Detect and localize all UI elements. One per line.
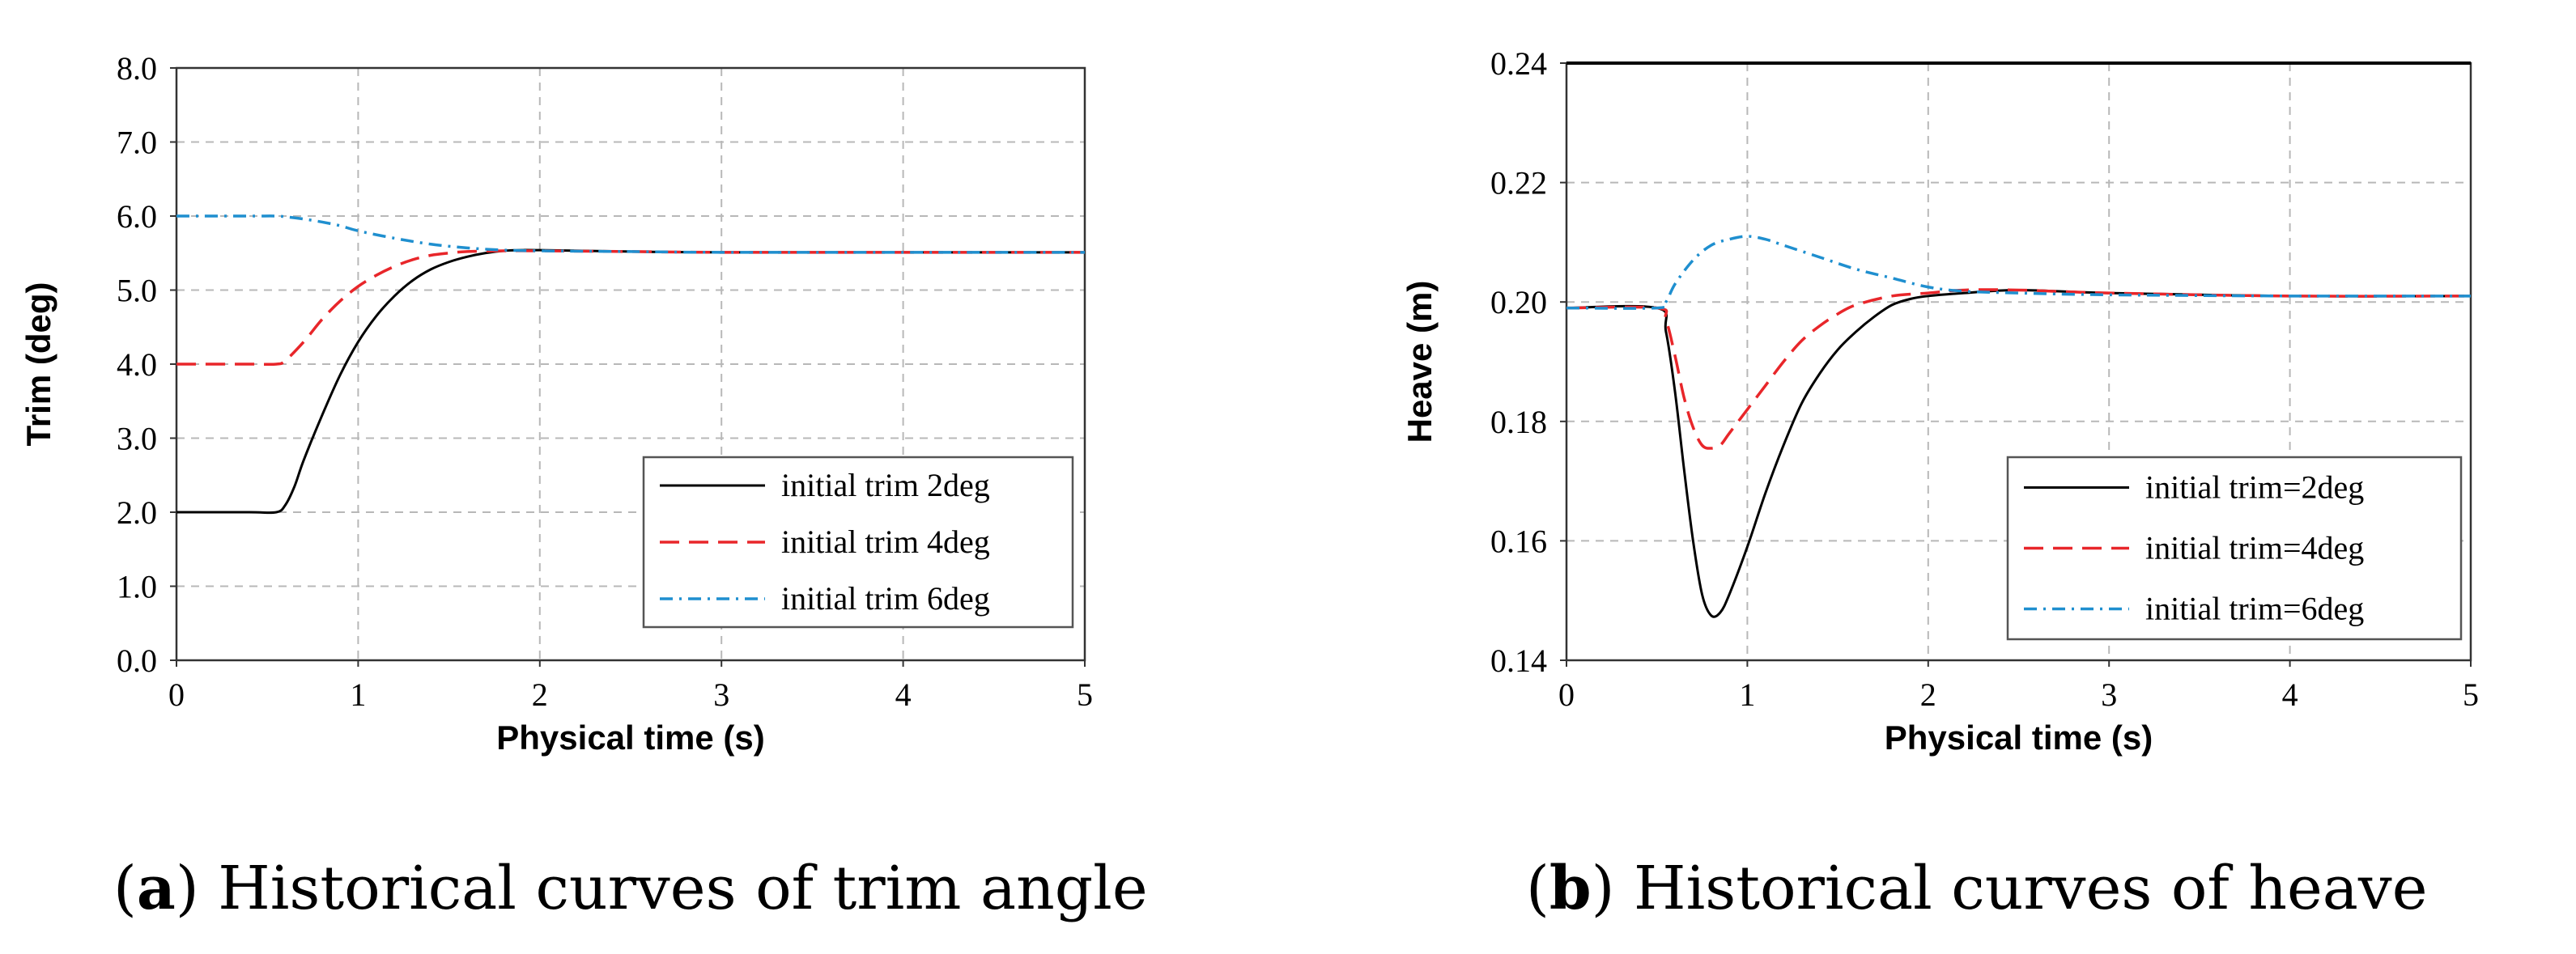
legend-label-1: initial trim 2deg	[781, 467, 990, 503]
x-tick-label: 1	[350, 676, 366, 713]
series-line-3	[176, 214, 1085, 254]
x-tick-label: 4	[895, 676, 912, 713]
caption-heave-text: Historical curves of heave	[1634, 854, 2428, 923]
x-tick-label: 1	[1739, 676, 1755, 713]
trim-chart: 0 1 2 3 4 5 0.0 1.0 2.0 3.0 4.0 5.0 6.0 7.0 8.0 Physica…	[19, 50, 1093, 757]
caption-trim: (a) Historical curves of trim angle	[113, 854, 1148, 923]
x-tick-label: 5	[1077, 676, 1093, 713]
y-axis-label: Heave (m)	[1401, 281, 1439, 443]
x-tick-label: 5	[2463, 676, 2479, 713]
legend-label-3: initial trim=6deg	[2145, 591, 2364, 627]
y-tick-label: 1.0	[117, 569, 157, 605]
y-tick-label: 8.0	[117, 50, 157, 87]
y-tick-label: 0.22	[1490, 165, 1547, 201]
y-tick-label: 6.0	[117, 198, 157, 235]
caption-heave: (b) Historical curves of heave	[1526, 854, 2428, 923]
series-line-2	[1566, 288, 2472, 450]
x-tick-label: 2	[532, 676, 548, 713]
caption-trim-label: a	[136, 854, 176, 923]
x-tick-label: 4	[2282, 676, 2298, 713]
y-tick-label: 7.0	[117, 125, 157, 161]
legend-label-3: initial trim 6deg	[781, 580, 990, 617]
y-tick-label: 0.18	[1490, 404, 1547, 440]
x-axis-label: Physical time (s)	[1885, 719, 2153, 757]
y-tick-label: 4.0	[117, 346, 157, 383]
legend-label-2: initial trim 4deg	[781, 524, 990, 560]
y-tick-label: 0.16	[1490, 523, 1547, 559]
heave-chart: 0 1 2 3 4 5 0.14 0.16 0.18 0.20 0.22 0.24 Physical t…	[1401, 45, 2479, 757]
x-tick-label: 3	[2101, 676, 2117, 713]
x-tick-label: 2	[1920, 676, 1936, 713]
series-line-2	[176, 249, 1085, 367]
legend-label-2: initial trim=4deg	[2145, 530, 2364, 566]
series-line-3	[1566, 235, 2472, 310]
y-tick-label: 5.0	[117, 273, 157, 309]
x-tick-label: 0	[168, 676, 185, 713]
y-tick-label: 2.0	[117, 494, 157, 531]
y-tick-label: 0.24	[1490, 45, 1547, 82]
y-tick-label: 3.0	[117, 421, 157, 457]
x-tick-label: 0	[1558, 676, 1575, 713]
y-tick-label: 0.14	[1490, 642, 1547, 679]
y-tick-label: 0.0	[117, 642, 157, 679]
y-axis-label: Trim (deg)	[19, 282, 57, 446]
y-tick-label: 0.20	[1490, 284, 1547, 320]
x-tick-label: 3	[713, 676, 729, 713]
caption-trim-text: Historical curves of trim angle	[218, 854, 1148, 923]
x-axis-label: Physical time (s)	[496, 719, 764, 757]
caption-heave-label: b	[1549, 854, 1592, 923]
legend-label-1: initial trim=2deg	[2145, 469, 2364, 506]
